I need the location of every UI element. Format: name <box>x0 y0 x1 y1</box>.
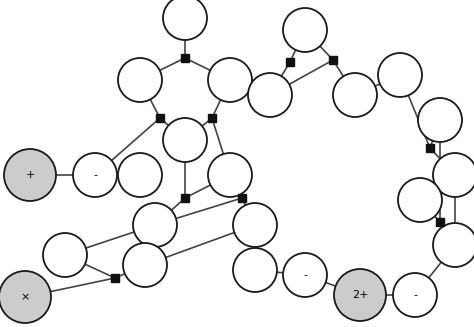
Circle shape <box>163 118 207 162</box>
Circle shape <box>233 203 277 247</box>
Text: 2+: 2+ <box>352 290 368 300</box>
Text: +: + <box>25 170 35 180</box>
Bar <box>208 114 216 122</box>
Circle shape <box>283 253 327 297</box>
Circle shape <box>208 58 252 102</box>
Circle shape <box>393 273 437 317</box>
Circle shape <box>163 0 207 40</box>
Circle shape <box>248 73 292 117</box>
Circle shape <box>398 178 442 222</box>
Circle shape <box>283 8 327 52</box>
Circle shape <box>333 73 377 117</box>
Bar <box>436 218 444 226</box>
Text: ×: × <box>20 292 30 302</box>
Circle shape <box>233 248 277 292</box>
Text: -: - <box>93 170 97 180</box>
Circle shape <box>43 233 87 277</box>
Bar <box>181 54 189 62</box>
Bar <box>238 194 246 202</box>
Circle shape <box>0 271 51 323</box>
Bar <box>156 114 164 122</box>
Bar <box>426 144 434 152</box>
Circle shape <box>118 153 162 197</box>
Circle shape <box>4 149 56 201</box>
Circle shape <box>133 203 177 247</box>
Bar <box>329 56 337 64</box>
Circle shape <box>73 153 117 197</box>
Circle shape <box>433 153 474 197</box>
Circle shape <box>378 53 422 97</box>
Bar <box>111 274 119 282</box>
Text: -: - <box>413 290 417 300</box>
Text: -: - <box>303 270 307 280</box>
Bar <box>181 194 189 202</box>
Circle shape <box>123 243 167 287</box>
Circle shape <box>433 223 474 267</box>
Bar <box>286 58 294 66</box>
Circle shape <box>418 98 462 142</box>
Circle shape <box>334 269 386 321</box>
Circle shape <box>118 58 162 102</box>
Circle shape <box>208 153 252 197</box>
